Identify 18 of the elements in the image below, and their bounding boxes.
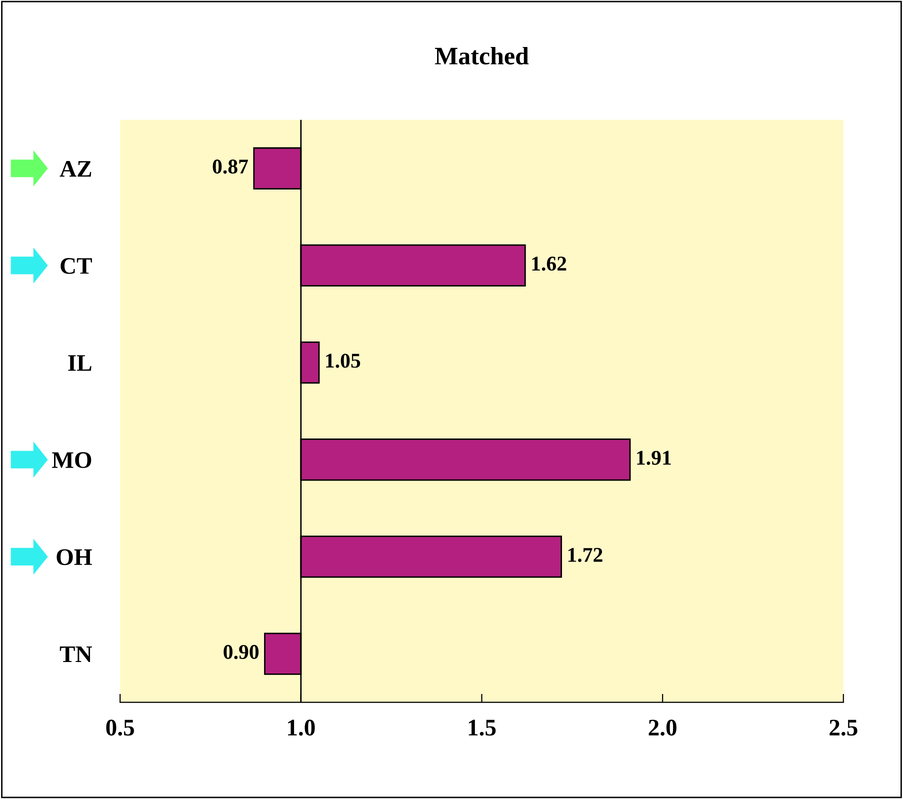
y-tick-label: CT xyxy=(60,258,92,274)
y-tick-label: MO xyxy=(52,452,92,468)
data-label: 0.90 xyxy=(224,644,259,660)
chart-title: Matched xyxy=(434,46,529,65)
data-label: 1.62 xyxy=(532,256,566,271)
data-label: 1.72 xyxy=(568,548,602,562)
data-label: 0.87 xyxy=(212,160,248,174)
x-tick-label: 1.5 xyxy=(468,720,496,736)
x-tick-label: 0.5 xyxy=(106,720,134,736)
data-label: 1.91 xyxy=(637,450,671,465)
x-tick-label: 1.0 xyxy=(288,720,315,736)
data-label: 1.05 xyxy=(326,354,360,368)
x-tick-label: 2.0 xyxy=(648,720,676,736)
y-tick-label: TN xyxy=(60,646,92,662)
y-tick-label: IL xyxy=(68,355,92,371)
y-tick-label: OH xyxy=(56,549,92,566)
y-tick-label: AZ xyxy=(60,160,92,177)
x-tick-label: 2.5 xyxy=(830,720,858,736)
